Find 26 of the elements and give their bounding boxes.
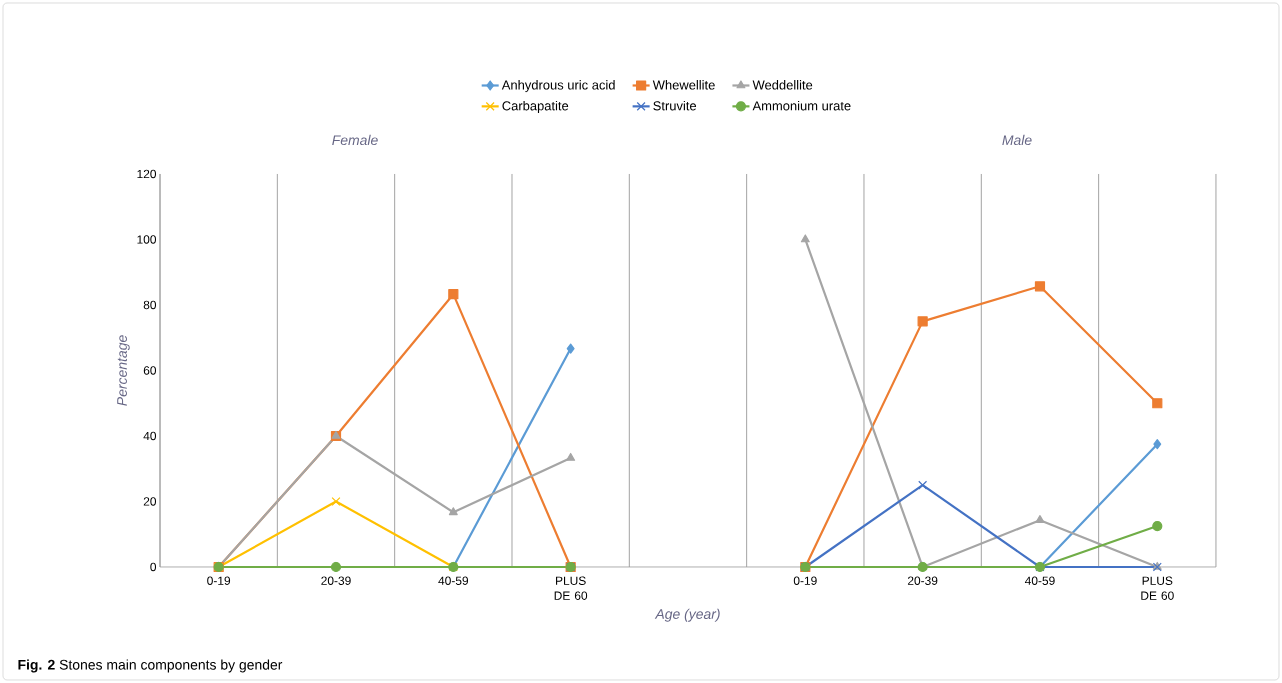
text: Fig. 2 Stones main components by gender [18,659,283,673]
y-tick-label: 40 [143,431,157,441]
text: Female [332,134,378,146]
text: Male [1002,134,1032,146]
y-axis-title: Percentage [117,335,130,406]
x-tick-label: 0-19 [793,576,817,585]
x-tick-label: 20-39 [321,576,351,585]
y-tick-label: 80 [143,300,157,310]
legend-label: Carbapatite [502,100,569,113]
x-tick-label: PLUS DE 60 [1141,576,1174,600]
legend-label: Struvite [653,100,697,111]
y-tick-label: 0 [150,562,157,572]
x-tick-label: 40-59 [1024,576,1055,585]
legend-label: Whewellite [652,80,715,90]
y-tick-label: 100 [137,235,157,244]
legend-label: Anhydrous uric acid [501,80,615,93]
x-tick-label: 40-59 [438,576,469,585]
y-tick-label: 120 [137,169,157,179]
x-tick-label: PLUS DE 60 [554,576,588,600]
x-tick-label: 20-39 [907,576,938,585]
legend-label: Weddellite [752,80,813,90]
legend-label: Ammonium urate [752,100,851,111]
x-tick-label: 0-19 [207,576,231,585]
y-tick-label: 60 [143,366,157,375]
x-axis-title: Age (year) [654,608,720,622]
y-tick-label: 20 [143,497,157,506]
